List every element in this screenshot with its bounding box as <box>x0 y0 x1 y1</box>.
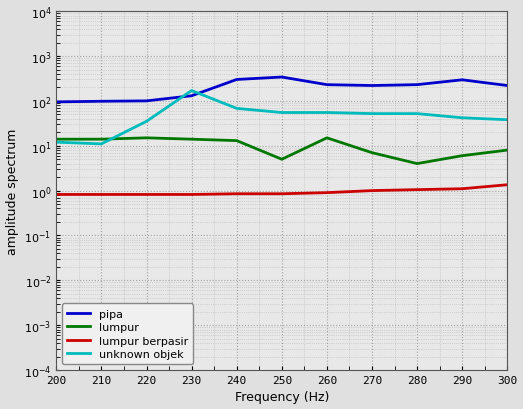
Legend: pipa, lumpur, lumpur berpasir, unknown objek: pipa, lumpur, lumpur berpasir, unknown o… <box>62 303 194 364</box>
Y-axis label: amplitude spectrum: amplitude spectrum <box>6 128 18 254</box>
X-axis label: Frequency (Hz): Frequency (Hz) <box>235 391 329 403</box>
